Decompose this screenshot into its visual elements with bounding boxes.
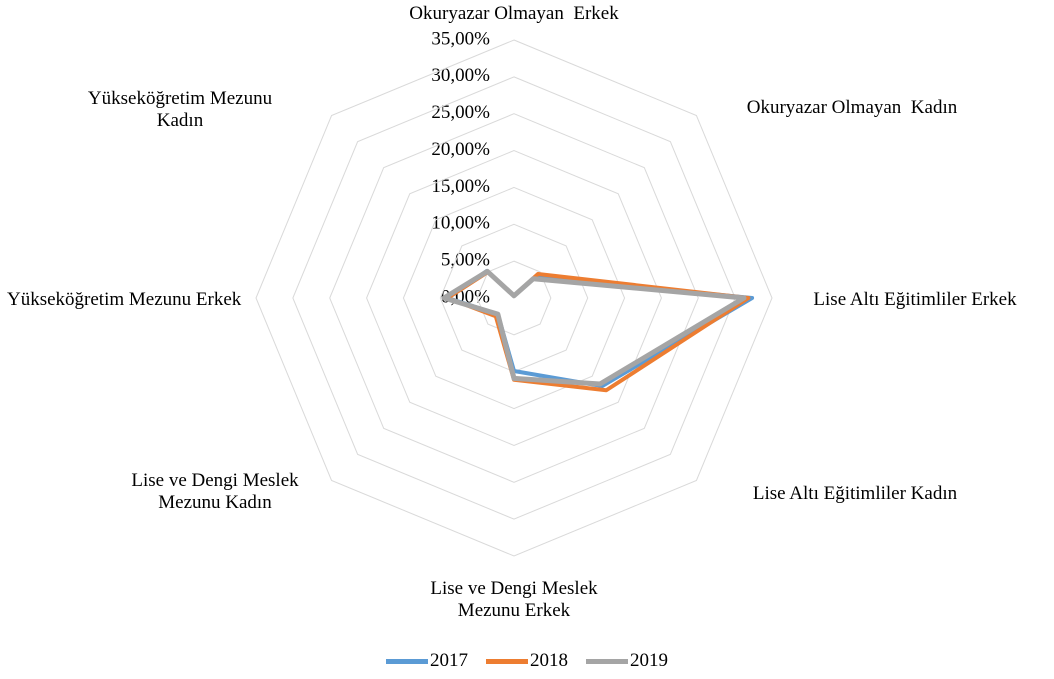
- legend-label: 2017: [430, 650, 468, 671]
- tick-label: 10,00%: [431, 213, 490, 234]
- category-label: Lise ve Dengi Meslek Mezunu Kadın: [131, 470, 304, 513]
- legend-item: 2017: [386, 649, 468, 673]
- series-line: [445, 268, 755, 389]
- legend-swatch: [486, 658, 528, 664]
- legend-item: 2018: [486, 649, 568, 673]
- tick-label: 30,00%: [431, 65, 490, 86]
- grid-ring: [402, 186, 626, 410]
- category-label: Yükseköğretim Mezunu Erkek: [7, 289, 242, 310]
- grid-ring: [366, 150, 662, 446]
- legend-label: 2018: [530, 650, 568, 671]
- category-label: Yükseköğretim Mezunu Kadın: [87, 88, 277, 131]
- legend-swatch: [586, 658, 628, 664]
- category-label: Lise Altı Eğitimliler Kadın: [752, 483, 958, 504]
- tick-label: 15,00%: [431, 176, 490, 197]
- category-label: Lise Altı Eğitimliler Erkek: [813, 289, 1017, 310]
- series-line: [441, 268, 747, 387]
- legend: 2017 2018 2019: [0, 649, 1054, 673]
- grid-ring: [292, 76, 736, 520]
- legend-swatch: [386, 658, 428, 664]
- tick-label: 35,00%: [431, 28, 490, 49]
- series-line: [445, 269, 751, 393]
- category-label: Okuryazar Olmayan Erkek: [409, 3, 619, 24]
- category-label: Okuryazar Olmayan Kadın: [746, 97, 958, 118]
- tick-label: 20,00%: [431, 139, 490, 160]
- tick-label: 25,00%: [431, 102, 490, 123]
- category-label: Lise ve Dengi Meslek Mezunu Erkek: [430, 578, 603, 621]
- legend-label: 2019: [630, 650, 668, 671]
- tick-label: 5,00%: [441, 250, 490, 271]
- legend-item: 2019: [586, 649, 668, 673]
- grid-ring: [329, 113, 699, 483]
- grid-ring: [255, 39, 773, 557]
